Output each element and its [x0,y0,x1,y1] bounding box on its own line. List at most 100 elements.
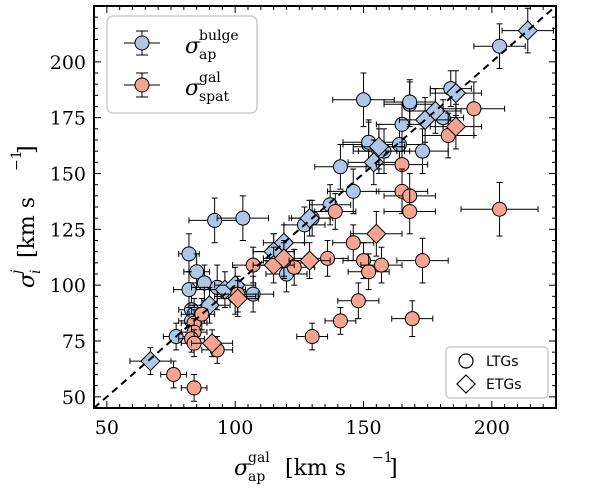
data-point [178,233,200,273]
x-tick-label: 100 [217,417,253,439]
data-point [129,347,172,375]
data-point [216,195,270,241]
circle-marker [402,94,418,110]
y-tick-label: 50 [62,387,86,409]
circle-marker [186,380,202,396]
circle-marker [350,293,366,309]
marker-legend: LTGs ETGs [445,346,549,399]
x-axis-label-symbol: σ [234,456,250,481]
x-axis-label-sub: ap [248,469,265,485]
circle-marker [404,311,420,327]
x-axis-label-close: ] [389,456,398,481]
diamond-marker [299,250,320,271]
legend-label-bulge-sup: bulge [199,28,239,44]
x-tick-label: 150 [345,417,381,439]
circle-marker [332,159,348,175]
circle-marker [492,38,508,54]
data-point [391,300,434,338]
circle-marker [402,203,418,219]
data-point [332,224,375,262]
data-point [352,123,406,170]
series-legend: σ bulge ap σ gal spat [106,15,258,114]
diamond-marker [227,288,248,309]
diamond-marker [201,333,223,354]
y-axis-label-unit: [km s [15,197,40,258]
data-point [314,143,367,190]
x-tick-label: 200 [474,417,510,439]
data-point [188,264,221,302]
circle-marker [361,264,377,280]
axis-ticks: 50 100 150 200 50 75 100 125 150 175 200 [50,5,557,439]
data-point [288,242,331,279]
data-point [350,210,403,257]
one-to-one-line [93,5,557,409]
legend-label-spat-sup: gal [199,70,221,86]
diamond-marker-icon [456,374,476,394]
y-tick-label: 150 [50,164,86,186]
x-axis-label-sup: gal [248,450,270,466]
x-axis-label: σ gal ap [km s −1 ] [234,450,398,485]
data-point [173,271,205,308]
legend-label-ltgs: LTGs [486,354,519,370]
circle-marker [332,313,348,329]
circle-marker [327,203,343,219]
data-point [180,374,208,402]
circle-marker [181,282,197,298]
data-point [429,103,483,150]
y-axis-label-symbol: σ [15,272,40,288]
circle-marker [345,183,361,199]
circle-marker [373,257,389,273]
data-point [314,193,357,230]
circle-marker [166,367,182,382]
circle-marker [304,329,320,345]
y-axis-label-exp: −1 [9,150,25,171]
data-point [442,81,506,137]
data-point [383,188,436,235]
y-axis-label-sup: j [9,269,25,277]
y-tick-label: 75 [62,331,86,353]
circle-marker [492,201,508,217]
legend-marker-spat [134,77,150,93]
circle-marker [415,253,431,269]
data-point [460,181,539,237]
legend-label-spat-sub: spat [199,89,229,105]
circle-marker [345,235,361,251]
data-point [306,240,349,277]
data-point [296,322,329,351]
y-axis-label: σ j i [km s −1 ] [9,145,44,288]
x-axis-label-exp: −1 [372,450,393,466]
y-axis-label-close: ] [15,145,40,154]
y-tick-label: 100 [50,275,86,297]
legend-label-bulge: σ [185,34,201,59]
data-point [324,307,357,335]
y-tick-label: 175 [50,108,86,130]
legend-marker-bulge [134,35,150,51]
legend-entry-spat: σ gal spat [124,70,229,105]
legend-label-etgs: ETGs [486,377,522,393]
diamond-marker [366,223,387,245]
data-point [473,23,526,70]
circle-marker-icon [458,353,474,369]
data-point [375,141,429,188]
circle-marker [235,210,251,226]
data-point [188,197,241,244]
legend-entry-bulge: σ bulge ap [124,28,239,63]
y-axis-label-sub: i [28,270,44,274]
data-point [191,329,234,358]
circle-marker [466,101,482,117]
legend-label-spat: σ [185,76,201,101]
y-tick-label: 125 [50,219,86,241]
diamond-marker [140,350,161,372]
circle-marker [320,250,336,266]
diamond-marker [445,116,467,137]
y-tick-label: 200 [50,52,86,74]
data-point [160,360,187,389]
diamond-marker [368,136,390,157]
data-point [375,168,429,215]
data-point [396,237,449,284]
x-axis-label-unit: [km s [285,456,346,481]
data-point [337,282,380,320]
data-point [332,72,395,128]
legend-label-bulge-sub: ap [199,47,216,63]
